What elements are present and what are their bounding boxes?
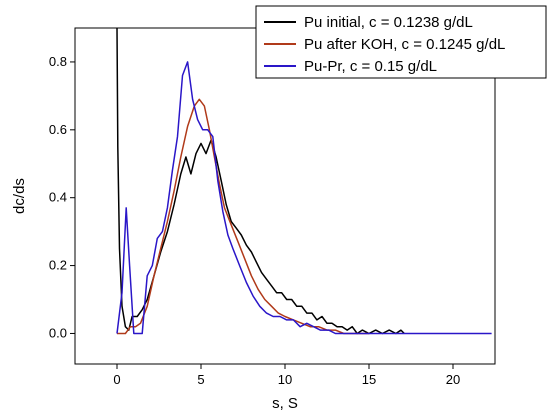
x-tick-label: 20	[446, 372, 460, 387]
y-tick-label: 0.6	[49, 122, 67, 137]
x-axis-title: s, S	[272, 395, 298, 412]
legend-box	[255, 5, 547, 79]
y-tick-label: 0.2	[49, 258, 67, 273]
legend: Pu initial, c = 0.1238 g/dL Pu after KOH,…	[255, 5, 547, 79]
x-tick-label: 0	[113, 372, 120, 387]
legend-label: Pu initial, c = 0.1238 g/dL	[304, 14, 473, 31]
x-tick-label: 15	[362, 372, 376, 387]
series-lines	[116, 27, 492, 335]
y-tick-label: 0.0	[49, 325, 67, 340]
legend-label: Pu after KOH, c = 0.1245 g/dL	[304, 36, 505, 53]
legend-label: Pu-Pr, c = 0.15 g/dL	[304, 58, 437, 75]
x-axis: 0 5 10 15 20	[113, 364, 460, 387]
y-axis: 0.0 0.2 0.4 0.6 0.8	[49, 54, 75, 340]
y-tick-label: 0.4	[49, 190, 67, 205]
series-line	[116, 61, 492, 335]
x-tick-label: 5	[197, 372, 204, 387]
y-tick-label: 0.8	[49, 54, 67, 69]
series-line	[117, 98, 369, 335]
y-axis-title: dc/ds	[11, 178, 28, 214]
x-tick-label: 10	[278, 372, 292, 387]
